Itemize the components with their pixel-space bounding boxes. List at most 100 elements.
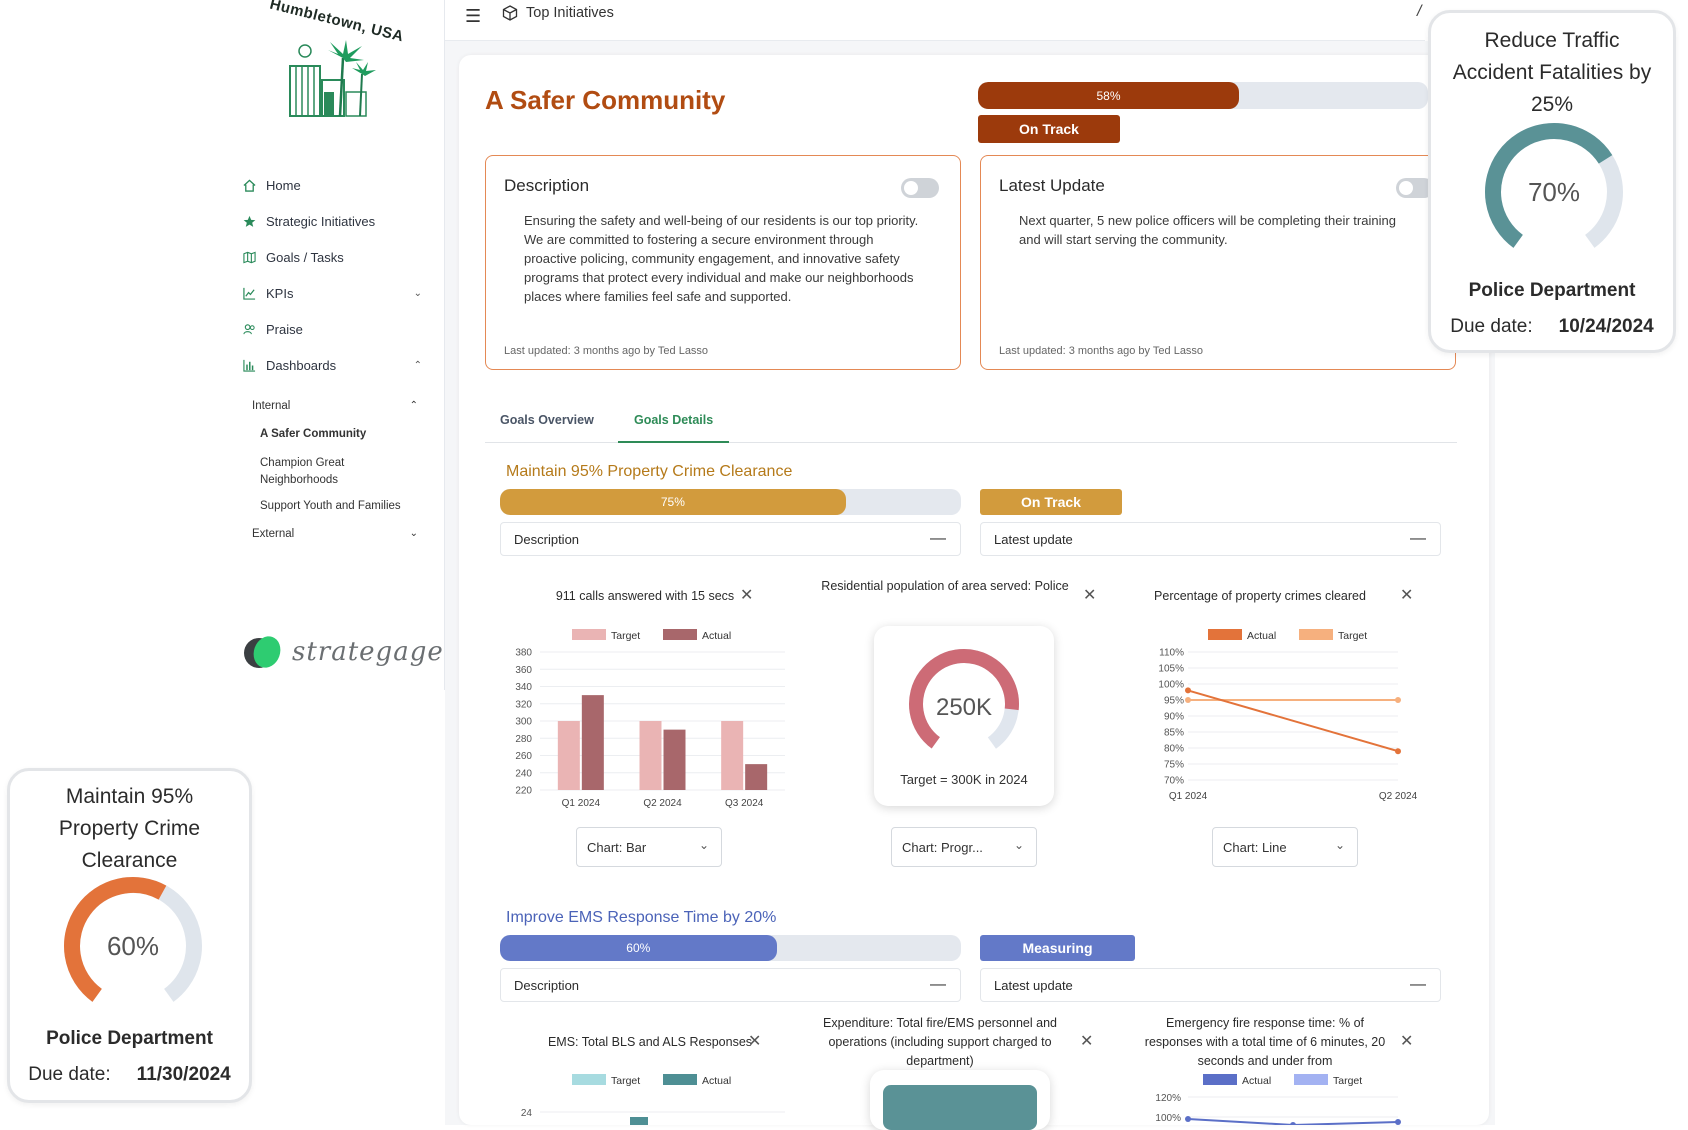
- goal-description-collapse[interactable]: Description —: [500, 522, 961, 556]
- sidebar: Humbletown, USA Home Strategic Initiativ…: [0, 0, 444, 690]
- chart-type-select[interactable]: Chart: Line ⌄: [1212, 827, 1358, 867]
- close-icon[interactable]: ✕: [1400, 1033, 1414, 1050]
- chevron-up-icon[interactable]: ⌃: [409, 400, 418, 411]
- close-icon[interactable]: ✕: [1400, 587, 1414, 604]
- bar-actual: [630, 1117, 648, 1125]
- chevron-down-icon[interactable]: ⌄: [409, 528, 418, 539]
- nav-kpis[interactable]: KPIs ⌄: [242, 282, 422, 304]
- collapse-label: Description: [514, 531, 580, 547]
- chart-select-value: Chart: Line: [1223, 839, 1287, 855]
- line-chart-property-crimes: Actual Target 70% 75% 80% 85% 90% 95% 100% 105% 11…: [1158, 629, 1418, 802]
- chart-type-select[interactable]: Chart: Bar ⌄: [576, 827, 722, 867]
- y-tick-label: 380: [515, 648, 532, 659]
- cube-icon: [502, 5, 518, 21]
- collapse-icon[interactable]: —: [930, 976, 946, 993]
- bar-actual: [663, 729, 686, 790]
- latest-update-toggle[interactable]: [1396, 178, 1434, 198]
- chevron-down-icon: ⌄: [1013, 838, 1024, 852]
- y-tick-label: 100%: [1155, 1113, 1181, 1124]
- y-tick-label: 110%: [1159, 648, 1184, 659]
- kpi-value-tile: [883, 1085, 1037, 1130]
- collapse-icon[interactable]: —: [1410, 976, 1426, 993]
- breadcrumb[interactable]: Top Initiatives: [502, 5, 614, 21]
- nav-goals-tasks[interactable]: Goals / Tasks: [242, 246, 422, 268]
- latest-update-card: Latest Update Next quarter, 5 new police…: [980, 155, 1456, 370]
- nav-a-safer-community[interactable]: A Safer Community: [260, 428, 367, 440]
- nav-label: Goals / Tasks: [266, 249, 344, 265]
- chevron-down-icon: ⌄: [1334, 838, 1345, 852]
- chart-type-select[interactable]: Chart: Progr... ⌄: [891, 827, 1037, 867]
- y-tick-label: 75%: [1164, 760, 1184, 771]
- legend-swatch: [572, 1074, 606, 1085]
- tab-goals-overview[interactable]: Goals Overview: [500, 413, 594, 427]
- edit-icon[interactable]: /: [1417, 3, 1422, 20]
- description-card: Description Ensuring the safety and well…: [485, 155, 961, 370]
- legend-label: Actual: [1247, 630, 1276, 642]
- kpi-title: EMS: Total BLS and ALS Responses: [547, 1035, 753, 1049]
- goal-summary-percent: 60%: [107, 931, 159, 961]
- bar-target: [557, 721, 580, 790]
- chevron-down-icon: ⌄: [698, 838, 709, 852]
- close-icon[interactable]: ✕: [740, 587, 754, 604]
- progress-gauge: 250K: [909, 649, 1019, 759]
- legend-swatch: [1203, 1074, 1237, 1085]
- x-tick-label: Q2 2024: [1379, 791, 1418, 802]
- bar-chart-ems: Target Actual 24: [521, 1074, 785, 1125]
- legend-label: Actual: [702, 1075, 731, 1087]
- goal-update-collapse[interactable]: Latest update —: [980, 968, 1441, 1002]
- goal-summary-card[interactable]: Maintain 95% Property Crime Clearance 60…: [7, 768, 252, 1103]
- nav-internal[interactable]: Internal ⌃: [252, 400, 418, 412]
- goal-summary-card[interactable]: Reduce Traffic Accident Fatalities by 25…: [1428, 10, 1676, 353]
- trend-icon: [242, 286, 256, 300]
- goal-summary-due: Due date: 10/24/2024: [1431, 316, 1673, 338]
- x-tick-label: Q1 2024: [1169, 791, 1208, 802]
- y-tick-label: 220: [515, 786, 532, 797]
- goal-title: Improve EMS Response Time by 20%: [506, 909, 777, 926]
- description-heading: Description: [504, 176, 590, 195]
- nav-label: Dashboards: [266, 357, 337, 373]
- line-actual: [1187, 689, 1399, 753]
- close-icon[interactable]: ✕: [748, 1033, 762, 1050]
- nav-external[interactable]: External ⌄: [252, 528, 418, 540]
- close-icon[interactable]: ✕: [1083, 587, 1097, 604]
- point-actual: [1395, 1119, 1401, 1125]
- legend-swatch: [1208, 629, 1242, 640]
- nav-label: Home: [266, 177, 301, 193]
- goal-summary-gauge: 70%: [1485, 122, 1623, 261]
- nav-support-youth-and-families[interactable]: Support Youth and Families: [260, 500, 401, 512]
- y-tick-label: 90%: [1164, 712, 1184, 723]
- bar-actual: [581, 695, 604, 790]
- legend-label: Actual: [1242, 1075, 1271, 1087]
- chevron-up-icon[interactable]: ⌃: [413, 359, 422, 371]
- latest-update-footer: Last updated: 3 months ago by Ted Lasso: [999, 345, 1204, 357]
- goal-summary-title: Maintain 95% Property Crime Clearance: [58, 785, 201, 872]
- y-tick-label: 80%: [1164, 744, 1184, 755]
- legend-label: Target: [1333, 1075, 1362, 1087]
- goal-progress-fill: 60%: [500, 935, 777, 961]
- y-tick-label: 24: [521, 1108, 533, 1119]
- nav-strategic-initiatives[interactable]: Strategic Initiatives: [242, 210, 422, 232]
- collapse-icon[interactable]: —: [1410, 530, 1426, 547]
- nav-home[interactable]: Home: [242, 174, 422, 196]
- city-logo-icon: [289, 40, 376, 117]
- close-icon[interactable]: ✕: [1080, 1033, 1094, 1050]
- goal-description-collapse[interactable]: Description —: [500, 968, 961, 1002]
- goal-update-collapse[interactable]: Latest update —: [980, 522, 1441, 556]
- bar-chart-911: Target Actual 220 240 260 280 300 320 340 360 380 Q…: [515, 629, 785, 809]
- nav-praise[interactable]: Praise: [242, 318, 422, 340]
- description-toggle[interactable]: [901, 178, 939, 198]
- sidebar-divider: [444, 0, 445, 690]
- description-text: Ensuring the safety and well-being of ou…: [524, 213, 919, 304]
- breadcrumb-label: Top Initiatives: [526, 5, 614, 21]
- brand-name: strategage: [292, 637, 444, 667]
- home-icon: [242, 178, 256, 192]
- collapse-label: Latest update: [994, 977, 1073, 993]
- line-chart-fire-response: Actual Target 120% 100%: [1155, 1074, 1401, 1125]
- nav-dashboards[interactable]: Dashboards ⌃: [242, 354, 422, 376]
- nav-champion-great-neighborhoods[interactable]: Champion Great Neighborhoods: [260, 457, 345, 486]
- initiative-progress-fill: 58%: [978, 82, 1239, 109]
- chevron-down-icon[interactable]: ⌄: [413, 287, 422, 299]
- tab-goals-details[interactable]: Goals Details: [618, 405, 730, 443]
- collapse-icon[interactable]: —: [930, 530, 946, 547]
- menu-icon[interactable]: ☰: [465, 6, 482, 26]
